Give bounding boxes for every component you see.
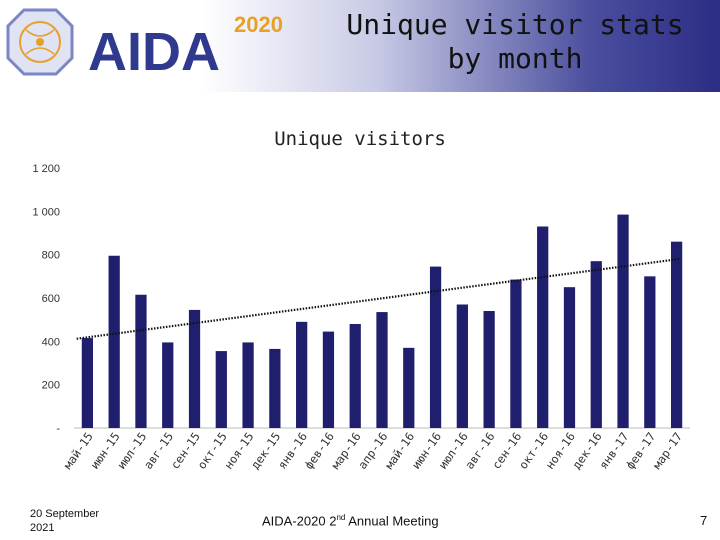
meeting-sup: nd <box>336 513 346 522</box>
trendline <box>76 257 680 340</box>
bar-июн-15 <box>108 255 120 428</box>
bar-янв-16 <box>296 321 308 428</box>
slide-title: Unique visitor stats by month <box>346 8 684 75</box>
bar-сен-16 <box>510 279 522 428</box>
logo-core-icon <box>36 38 44 46</box>
aida-logo: AIDA 2020 <box>6 8 283 82</box>
y-tick-label: 1 200 <box>32 163 60 175</box>
page-number: 7 <box>700 513 708 528</box>
bar-авг-16 <box>483 311 495 428</box>
bar-июл-16 <box>456 304 468 428</box>
bar-май-15 <box>81 338 94 428</box>
bar-фев-17 <box>644 276 656 428</box>
bar-мар-17 <box>670 241 683 428</box>
bar-июн-16 <box>429 266 442 428</box>
footer-date: 20 September 2021 <box>30 508 100 534</box>
logo-ring-icon <box>19 21 61 63</box>
bar-окт-16 <box>537 226 549 428</box>
chart-title: Unique visitors <box>274 128 446 150</box>
y-tick-label: 800 <box>42 250 60 262</box>
bar-ноя-16 <box>563 287 576 428</box>
bar-май-16 <box>403 347 415 428</box>
y-tick-label: 600 <box>42 293 60 305</box>
y-tick-label: 400 <box>42 336 60 348</box>
y-tick-label: - <box>56 423 60 435</box>
bar-окт-15 <box>215 351 227 428</box>
logo-swirl-icon <box>25 29 55 55</box>
bar-фев-16 <box>322 331 335 428</box>
logo-text: AIDA <box>88 22 220 82</box>
bar-ноя-15 <box>242 342 254 428</box>
y-tick-label: 200 <box>42 380 60 392</box>
y-tick-label: 1 000 <box>32 206 60 218</box>
bar-июл-15 <box>135 294 147 428</box>
bar-янв-17 <box>617 214 629 428</box>
bar-авг-15 <box>162 342 174 428</box>
meeting-suffix: Annual Meeting <box>345 513 439 529</box>
footer-meeting: AIDA-2020 2nd Annual Meeting <box>262 513 439 528</box>
meeting-prefix: AIDA-2020 2 <box>262 513 337 529</box>
bar-дек-16 <box>590 261 602 428</box>
bar-дек-15 <box>269 348 281 428</box>
bar-мар-16 <box>349 324 361 428</box>
bar-апр-16 <box>376 312 388 428</box>
bar-сен-15 <box>188 309 201 428</box>
logo-year: 2020 <box>234 12 283 37</box>
header-banner: AIDA 2020 Unique visitor stats by month <box>0 0 720 92</box>
